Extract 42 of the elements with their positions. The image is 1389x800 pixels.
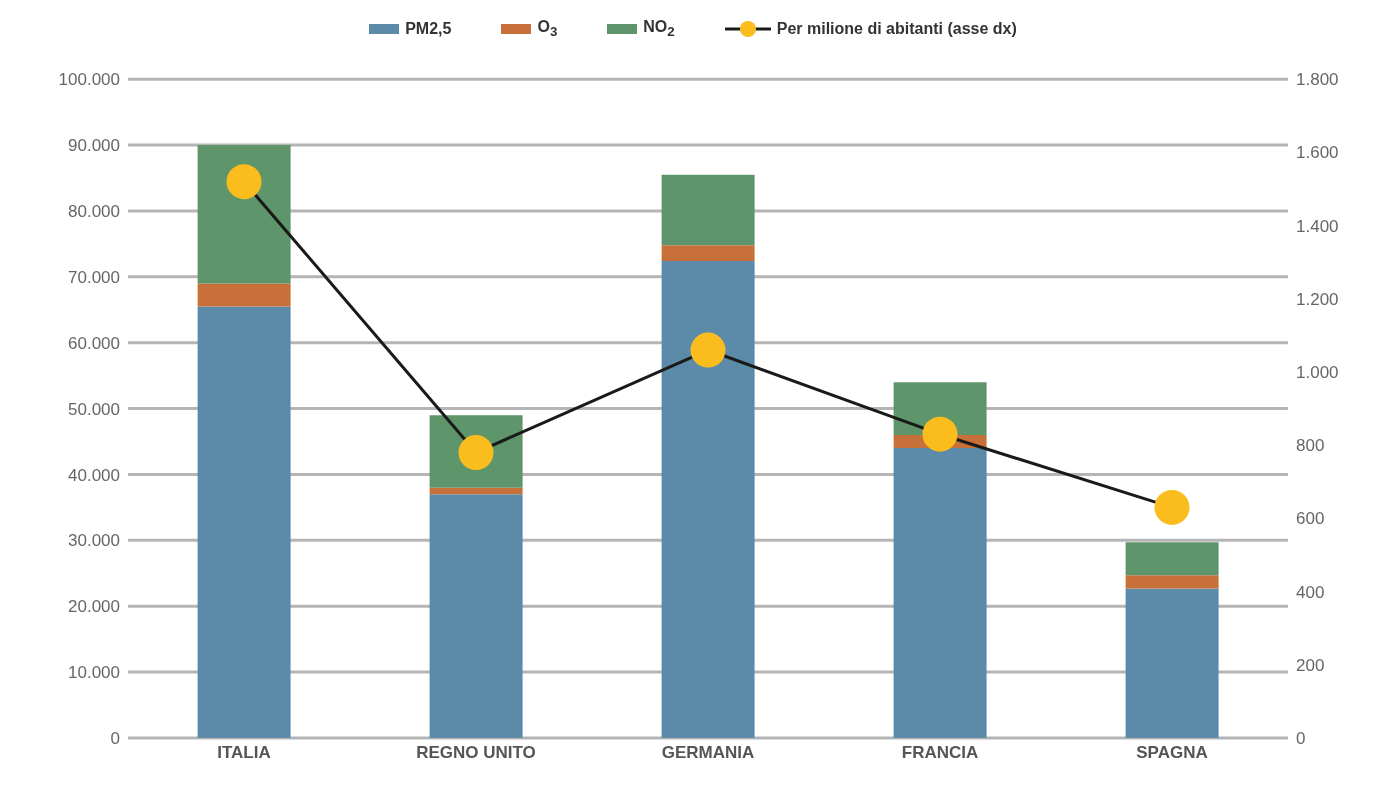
bar [197,145,291,284]
x-tick-label: ITALIA [217,743,271,763]
bar [661,245,755,262]
y2-tick-label: 0 [1296,729,1306,749]
y-tick-label: 70.000 [68,267,120,287]
y2-tick-label: 1.800 [1296,70,1339,90]
legend-label: Per milione di abitanti (asse dx) [776,19,1017,38]
y-tick-label: 20.000 [68,597,120,617]
y-tick-label: 90.000 [68,136,120,156]
y2-tick-label: 1.600 [1296,143,1339,163]
legend-label: NO$_{2}$ [643,18,675,40]
legend-label: PM2,5 [405,19,452,38]
y-tick-label: 10.000 [68,663,120,683]
x-tick-label: SPAGNA [1136,743,1208,763]
y2-tick-label: 1.000 [1296,363,1339,383]
y-tick-label: 100.000 [58,70,120,90]
bar [1125,575,1219,589]
bar [1125,588,1219,738]
y-tick-label: 50.000 [68,399,120,419]
y-tick-label: 40.000 [68,465,120,485]
y-tick-label: 60.000 [68,333,120,353]
bar [1125,542,1219,576]
x-tick-label: FRANCIA [901,743,979,763]
y-tick-label: 30.000 [68,531,120,551]
legend-label: O$_{3}$ [537,18,558,40]
bar [661,174,755,246]
bar [429,487,523,495]
y2-tick-label: 200 [1296,655,1325,675]
bar [661,261,755,738]
bar [197,283,291,307]
x-tick-label: REGNO UNITO [416,743,536,763]
bar [197,306,291,738]
x-tick-label: GERMANIA [661,743,755,763]
y-tick-label: 0 [110,729,120,749]
y-tick-label: 80.000 [68,201,120,221]
y2-tick-label: 600 [1296,509,1325,529]
bar [893,448,987,738]
y2-tick-label: 400 [1296,582,1325,602]
y2-tick-label: 800 [1296,436,1325,456]
bar [429,494,523,738]
y2-tick-label: 1.200 [1296,289,1339,309]
y2-tick-label: 1.400 [1296,216,1339,236]
